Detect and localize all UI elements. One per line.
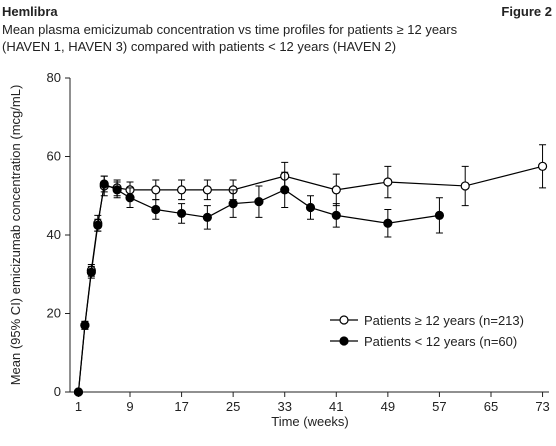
y-axis-label: Mean (95% CI) emicizumab concentration (… [8, 85, 23, 386]
brand: Hemlibra [2, 4, 58, 19]
legend-label: Patients ≥ 12 years (n=213) [364, 313, 524, 328]
marker [112, 185, 122, 195]
marker [280, 185, 290, 195]
marker [228, 199, 238, 209]
chart-title: Mean plasma emicizumab concentration vs … [2, 22, 458, 37]
marker [383, 177, 393, 187]
marker [176, 185, 187, 195]
marker [80, 320, 90, 330]
marker [383, 218, 393, 228]
legend-marker [339, 336, 349, 346]
marker [305, 202, 316, 213]
x-tick-label: 65 [484, 399, 498, 414]
marker [460, 181, 470, 191]
marker [537, 161, 548, 171]
marker [99, 179, 109, 189]
marker [151, 185, 161, 195]
marker [176, 208, 187, 219]
x-tick-label: 17 [174, 399, 188, 414]
legend-marker [339, 315, 349, 325]
marker [331, 210, 341, 220]
y-tick-label: 0 [54, 384, 61, 399]
x-tick-label: 33 [277, 399, 291, 414]
y-tick-label: 80 [47, 70, 61, 85]
marker [434, 210, 445, 220]
x-tick-label: 41 [329, 399, 343, 414]
figure-label: Figure 2 [501, 4, 552, 19]
legend-label: Patients < 12 years (n=60) [364, 334, 517, 349]
marker [125, 193, 135, 203]
x-tick-label: 1 [75, 399, 82, 414]
marker [254, 197, 264, 207]
marker [73, 387, 84, 397]
marker [202, 212, 212, 222]
y-tick-label: 40 [47, 227, 61, 242]
marker [151, 204, 161, 215]
y-tick-label: 20 [47, 306, 61, 321]
x-tick-label: 25 [226, 399, 240, 414]
marker [331, 185, 341, 195]
x-tick-label: 57 [432, 399, 446, 414]
x-tick-label: 9 [126, 399, 133, 414]
chart-title: (HAVEN 1, HAVEN 3) compared with patient… [2, 39, 396, 54]
x-tick-label: 73 [535, 399, 549, 414]
marker [86, 267, 96, 277]
y-tick-label: 60 [47, 149, 61, 164]
x-tick-label: 49 [381, 399, 395, 414]
x-axis-label: Time (weeks) [271, 414, 349, 429]
marker [202, 185, 212, 195]
marker [93, 220, 103, 230]
